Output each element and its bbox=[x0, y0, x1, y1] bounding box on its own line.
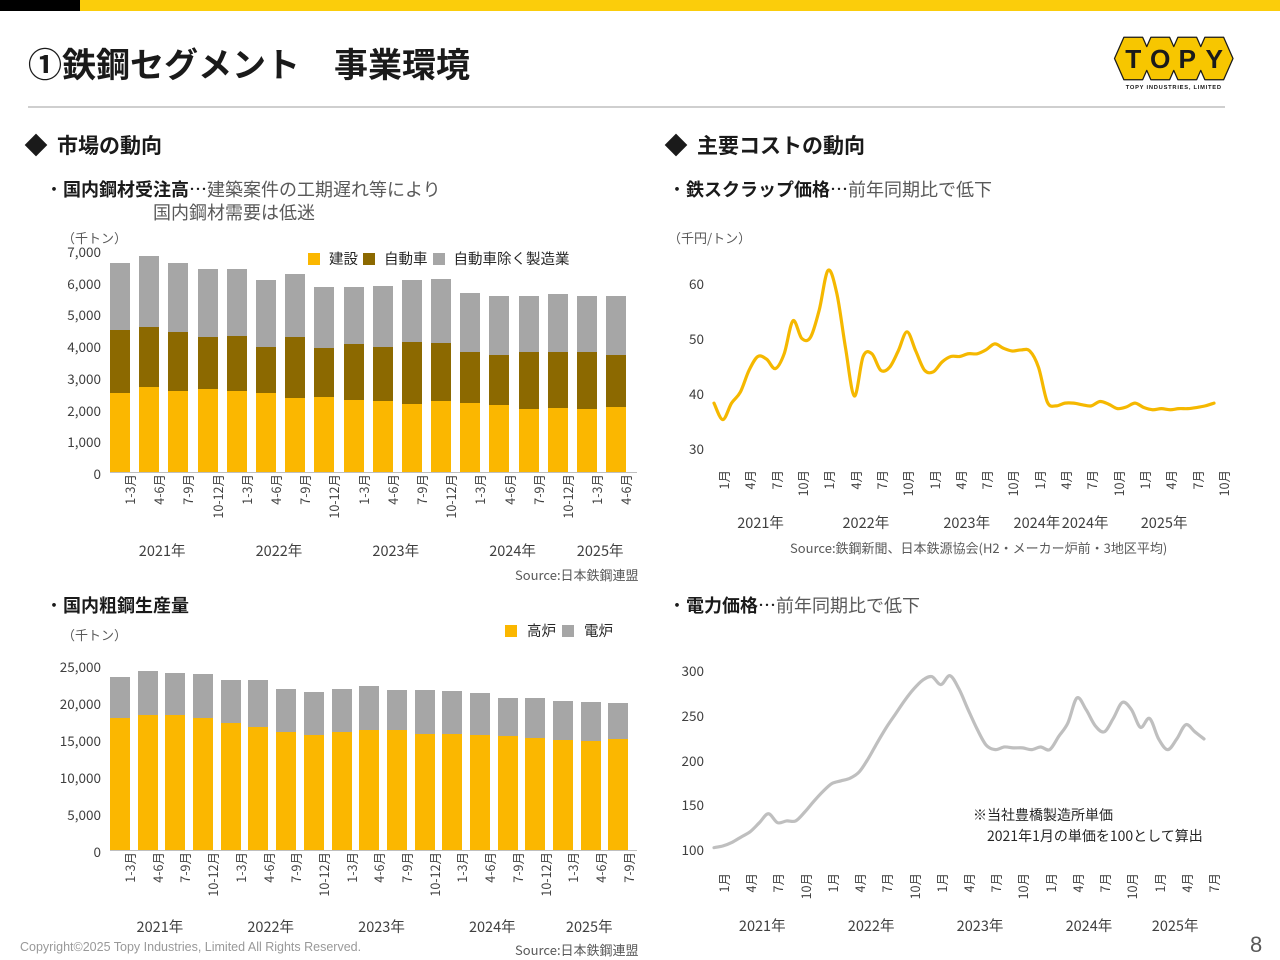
svg-text:T: T bbox=[1125, 44, 1141, 73]
svg-text:Y: Y bbox=[1205, 44, 1223, 73]
svg-text:O: O bbox=[1150, 44, 1170, 73]
svg-text:P: P bbox=[1178, 44, 1196, 73]
svg-text:TOPY INDUSTRIES, LIMITED: TOPY INDUSTRIES, LIMITED bbox=[1126, 84, 1222, 91]
